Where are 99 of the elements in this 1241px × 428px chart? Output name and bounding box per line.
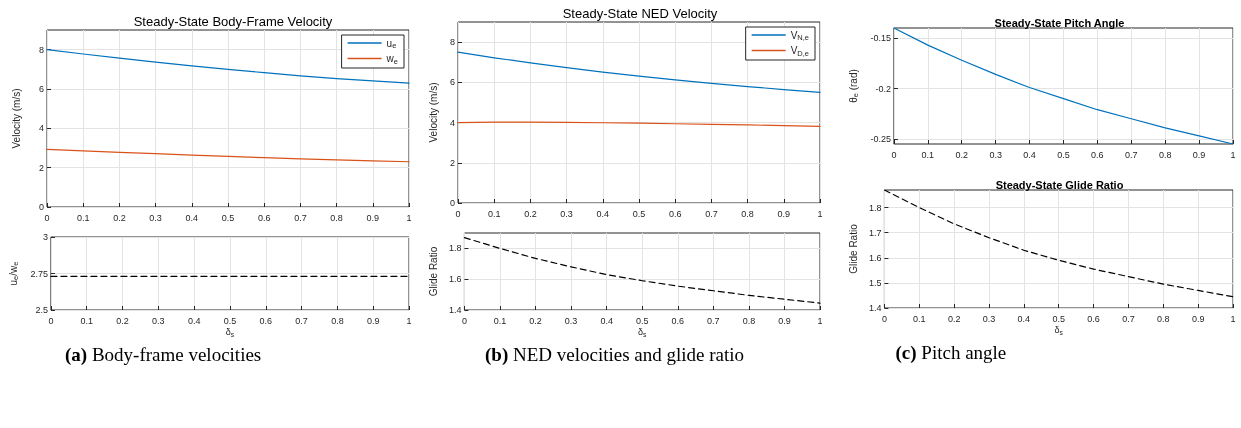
y-tick-label: -0.15 (870, 33, 891, 44)
y-tick-label: 1.8 (448, 243, 462, 254)
x-tick-label: 0.1 (76, 212, 90, 223)
x-tick-label: 0.7 (1122, 313, 1135, 324)
x-tick-label: 0.6 (1087, 313, 1100, 324)
y-tick-label: 8 (38, 44, 44, 55)
y-axis-title: Glide Ratio (847, 223, 859, 274)
text: (a) Body-frame velocities (65, 343, 262, 366)
y-tick-label: 2.5 (35, 305, 48, 315)
x-tick-label: 0.4 (600, 315, 613, 326)
y-tick-label: 1.8 (868, 202, 882, 213)
x-tick-label: 0.4 (187, 315, 201, 326)
y-tick-label: 0 (449, 198, 455, 208)
x-tick-label: 0.6 (671, 315, 685, 326)
x-tick-label: 0.6 (1091, 149, 1104, 160)
x-tick-label: 0.7 (294, 212, 307, 223)
chart-title: Steady-State Pitch Angle (994, 16, 1125, 29)
y-tick-label: 2.75 (30, 268, 48, 279)
text: (c) Pitch angle (895, 341, 1007, 364)
x-tick-label: 0.5 (223, 315, 237, 326)
x-tick-label: 0.7 (295, 315, 308, 326)
x-tick-label: 0.4 (185, 212, 199, 223)
x-tick-label: 0.8 (330, 212, 343, 223)
x-tick-label: 0.1 (913, 313, 926, 324)
x-tick-label: 0.9 (777, 208, 791, 219)
x-tick-label: 0.2 (947, 313, 961, 324)
x-tick-label: 0.3 (149, 212, 162, 223)
x-tick-label: 0.8 (1157, 313, 1170, 324)
x-tick-label: 0.8 (741, 208, 754, 219)
chart-title: Steady-State NED Velocity (562, 6, 718, 21)
x-tick-label: 0.3 (989, 149, 1002, 160)
chart-title: Steady-State Glide Ratio (995, 178, 1124, 191)
x-tick-label: 0.1 (487, 208, 501, 219)
x-tick-label: 0.9 (366, 212, 380, 223)
x-tick-label: 0.6 (259, 315, 273, 326)
x-tick-label: 0.2 (955, 149, 968, 160)
x-tick-label: 0.2 (524, 208, 537, 219)
x-tick-label: 0.7 (1125, 149, 1138, 160)
y-tick-label: 1.6 (448, 274, 462, 285)
x-tick-label: 0.5 (221, 212, 235, 223)
x-tick-label: 0.9 (1192, 149, 1206, 160)
y-tick-label: 1.5 (868, 277, 882, 288)
x-tick-label: 0.9 (1191, 313, 1205, 324)
x-tick-label: 0.2 (529, 315, 542, 326)
x-tick-label: 0.9 (778, 315, 791, 326)
x-tick-label: 1 (817, 315, 823, 326)
x-tick-label: 0.5 (635, 315, 649, 326)
y-tick-label: -0.2 (875, 83, 891, 94)
y-tick-label: 2 (38, 162, 44, 173)
x-tick-label: 0.2 (113, 212, 126, 223)
x-tick-label: 0.5 (1057, 149, 1070, 160)
x-tick-label: 0.1 (80, 315, 93, 326)
y-tick-label: 4 (449, 117, 455, 128)
line-series (46, 49, 410, 84)
x-tick-label: 0.6 (668, 208, 682, 219)
x-tick-label: 0.5 (632, 208, 646, 219)
y-tick-label: 3 (42, 232, 48, 242)
x-tick-label: 0.3 (152, 315, 165, 326)
y-tick-label: 1.7 (868, 227, 882, 238)
x-tick-label: 0.3 (564, 315, 578, 326)
x-tick-label: 0.1 (921, 149, 935, 160)
x-tick-label: 0.9 (366, 315, 380, 326)
x-tick-label: 0.6 (257, 212, 271, 223)
line-series (46, 148, 410, 163)
x-tick-label: 0.1 (493, 315, 507, 326)
x-tick-label: 0.3 (560, 208, 573, 219)
y-tick-label: 4 (38, 123, 44, 134)
x-tick-label: 1 (406, 212, 412, 223)
x-tick-label: 0.4 (1017, 313, 1031, 324)
x-tick-label: 0.2 (116, 315, 129, 326)
x-tick-label: 1 (1230, 313, 1236, 324)
x-tick-label: 0.4 (1023, 149, 1036, 160)
y-tick-label: 1.6 (868, 252, 882, 263)
x-tick-label: 0.5 (1052, 313, 1065, 324)
x-tick-label: 0.8 (331, 315, 344, 326)
x-tick-label: 0.7 (707, 315, 720, 326)
x-tick-label: 0.4 (596, 208, 610, 219)
y-tick-label: 6 (38, 84, 44, 94)
y-axis-title: Velocity (m/s) (427, 82, 439, 143)
x-tick-label: 1 (1230, 149, 1236, 160)
y-tick-label: 8 (449, 37, 455, 48)
y-tick-label: 6 (449, 77, 455, 88)
x-tick-label: 0.8 (742, 315, 756, 326)
chart-title: Steady-State Body-Frame Velocity (133, 14, 333, 29)
x-tick-label: 0.8 (1158, 149, 1172, 160)
line-series (883, 189, 1234, 298)
text: (b) NED velocities and glide ratio (485, 343, 745, 366)
x-tick-label: 1 (406, 315, 412, 326)
x-tick-label: 0.3 (982, 313, 996, 324)
y-tick-label: 2 (449, 157, 455, 168)
line-series (893, 27, 1234, 145)
y-tick-label: 1.4 (448, 305, 462, 315)
x-tick-label: 0.7 (705, 208, 718, 219)
y-axis-title: Velocity (m/s) (10, 88, 22, 149)
x-tick-label: 1 (817, 208, 823, 219)
y-tick-label: 1.4 (868, 303, 882, 313)
y-tick-label: -0.25 (870, 133, 891, 144)
line-series (463, 237, 821, 304)
y-axis-title: Glide Ratio (427, 246, 439, 297)
